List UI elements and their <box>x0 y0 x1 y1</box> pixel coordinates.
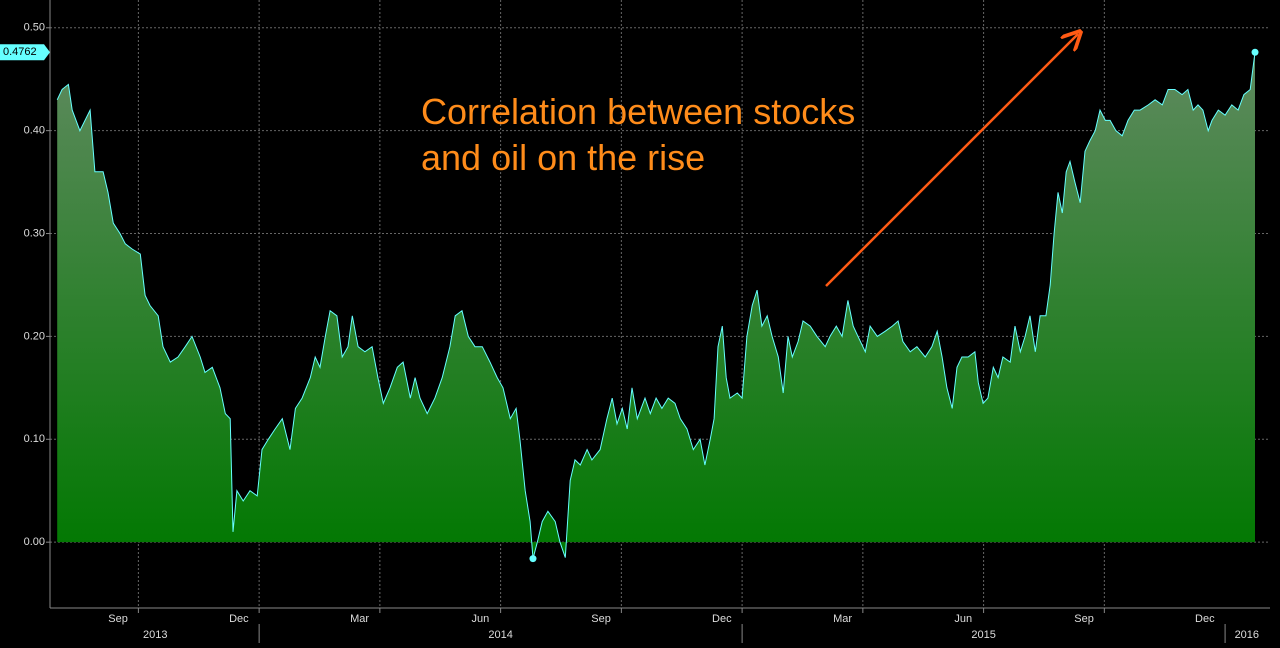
x-tick-label: Jun <box>471 613 489 625</box>
plot <box>56 48 1259 563</box>
year-label: 2015 <box>971 629 995 641</box>
annotation-arrow <box>825 34 1078 287</box>
annotation: Correlation between stocks <box>421 91 855 132</box>
line <box>56 52 1256 559</box>
y-tick-label: 0.20 <box>24 330 45 342</box>
x-tick-label: Jun <box>954 613 972 625</box>
last-value-tag <box>0 44 50 61</box>
x-tick-label: Sep <box>1074 613 1094 625</box>
y-tick-label: 0.00 <box>24 536 45 548</box>
y-tick-label: 0.30 <box>24 227 45 239</box>
area <box>57 52 1256 559</box>
x-tick-label: Dec <box>1195 613 1215 625</box>
year-label: 2013 <box>143 629 167 641</box>
x-tick-label: Mar <box>833 613 852 625</box>
y-tick-label: 0.10 <box>24 433 45 445</box>
x-tick-label: Sep <box>591 613 611 625</box>
y-tick-label: 0.50 <box>24 22 45 34</box>
y-tick-label: 0.40 <box>24 125 45 137</box>
x-tick-label: Dec <box>229 613 249 625</box>
last-value-label: 0.4762 <box>3 46 37 58</box>
point-marker <box>529 555 537 563</box>
x-tick-label: Dec <box>712 613 732 625</box>
point-marker <box>1251 48 1259 56</box>
year-label: 2016 <box>1235 629 1259 641</box>
x-tick-label: Mar <box>350 613 369 625</box>
x-tick-label: Sep <box>108 613 128 625</box>
annotation: and oil on the rise <box>421 137 705 178</box>
year-label: 2014 <box>488 629 512 641</box>
